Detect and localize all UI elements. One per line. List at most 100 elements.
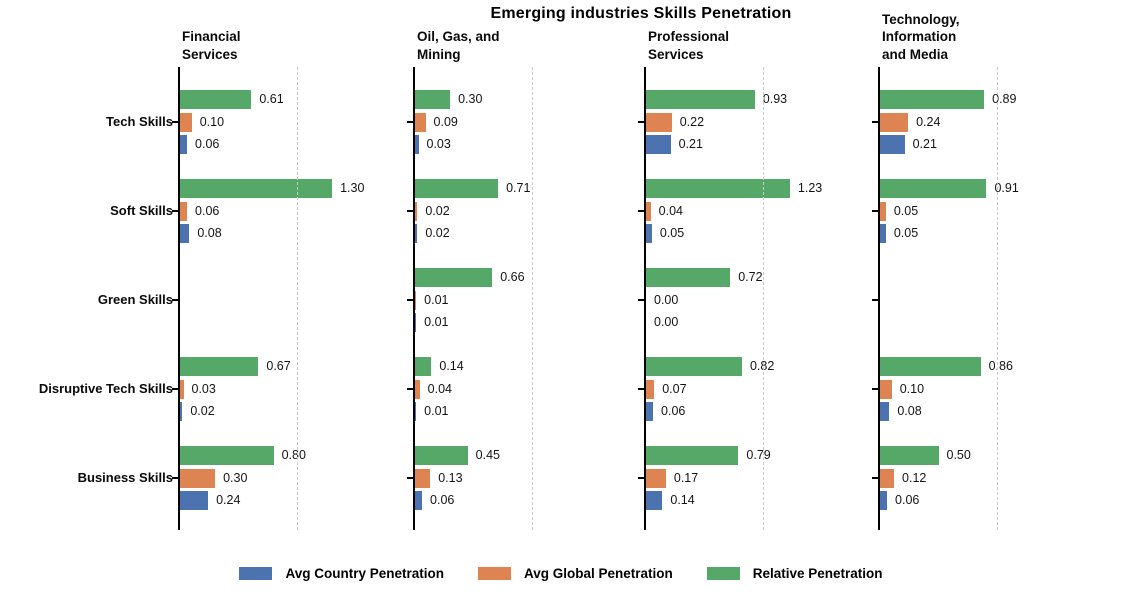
axis-tick-mark: [172, 299, 180, 301]
bar-value-label: 0.06: [195, 203, 220, 218]
bar-global-penetration: [415, 112, 426, 132]
bar-country-penetration: [180, 135, 188, 154]
axis-tick-mark: [872, 121, 880, 123]
bar-value-label: 0.67: [266, 359, 291, 373]
bar-global-penetration: [415, 468, 431, 488]
bar-global-penetration: [880, 112, 909, 132]
legend-item: Avg Country Penetration: [239, 566, 444, 581]
bar-value-label: 0.30: [458, 92, 483, 106]
bar-value-label: 0.06: [895, 493, 920, 507]
panel-header-line: Services: [648, 46, 704, 62]
bar-relative-penetration: [880, 357, 981, 376]
bar-value-label: 0.21: [678, 137, 703, 151]
category-label: Green Skills: [97, 292, 173, 307]
axis-tick-mark: [407, 299, 415, 301]
gridline-x-1: [297, 67, 298, 530]
bar-value-label: 0.02: [425, 203, 450, 218]
bar-global-penetration: [646, 468, 666, 488]
category-label: Disruptive Tech Skills: [38, 381, 173, 396]
bar-country-penetration: [646, 135, 671, 154]
bar-relative-penetration: [415, 268, 493, 287]
bar-value-label: 0.24: [216, 493, 241, 507]
legend: Avg Country Penetration Avg Global Penetr…: [0, 566, 1122, 581]
bar-value-label: 0.13: [438, 470, 463, 485]
bar-global-penetration: [180, 379, 184, 399]
bar-relative-penetration: [180, 179, 333, 198]
bar-relative-penetration: [646, 90, 755, 109]
bar-country-penetration: [880, 135, 905, 154]
axis-tick-mark: [172, 477, 180, 479]
legend-swatch: [477, 567, 511, 580]
axis-tick-mark: [638, 210, 646, 212]
bar-value-label: 0.91: [994, 181, 1019, 195]
bar-value-label: 0.17: [673, 470, 699, 485]
axis-tick-mark: [872, 388, 880, 390]
bar-country-penetration: [180, 491, 209, 510]
bar-value-label: 0.09: [433, 114, 458, 129]
bar-global-penetration: [180, 468, 216, 488]
category-label: Soft Skills: [110, 203, 173, 218]
bar-value-label: 0.02: [425, 226, 450, 240]
axis-tick-mark: [172, 388, 180, 390]
bar-value-label: 0.86: [988, 359, 1013, 373]
bar-relative-penetration: [646, 268, 731, 287]
bar-country-penetration: [415, 135, 419, 154]
bar-country-penetration: [646, 224, 652, 243]
bar-value-label: 0.08: [897, 404, 922, 418]
bar-global-penetration: [880, 379, 892, 399]
bar-value-label: 0.45: [475, 448, 500, 462]
bar-country-penetration: [415, 402, 417, 421]
bar-value-label: 0.22: [679, 114, 705, 129]
bar-value-label: 0.00: [654, 315, 679, 329]
panel-header-line: Technology,: [882, 11, 960, 27]
bar-global-penetration: [180, 201, 188, 221]
legend-label: Avg Global Penetration: [523, 566, 673, 581]
y-axis-spine: [413, 67, 415, 530]
y-axis-spine: [644, 67, 646, 530]
gridline-x-1: [763, 67, 764, 530]
axis-tick-mark: [638, 121, 646, 123]
y-axis-spine: [178, 67, 180, 530]
bar-country-penetration: [880, 224, 886, 243]
panel-header: Oil, Gas, and Mining: [417, 0, 500, 63]
bar-value-label: 0.71: [506, 181, 531, 195]
axis-tick-mark: [638, 477, 646, 479]
bar-value-label: 0.00: [654, 292, 679, 307]
bar-global-penetration: [646, 201, 651, 221]
bar-value-label: 0.05: [659, 226, 685, 240]
axis-tick-mark: [638, 299, 646, 301]
axis-tick-mark: [872, 477, 880, 479]
panel-header: Professional Services: [648, 0, 729, 63]
bar-value-label: 0.14: [439, 359, 464, 373]
bar-country-penetration: [415, 224, 418, 243]
legend-item: Relative Penetration: [706, 566, 883, 581]
bar-value-label: 0.50: [946, 448, 971, 462]
bar-value-label: 0.06: [195, 137, 220, 151]
bar-value-label: 0.02: [190, 404, 215, 418]
bar-value-label: 1.30: [340, 181, 365, 195]
bar-relative-penetration: [880, 90, 985, 109]
legend-swatch: [239, 567, 273, 580]
bar-value-label: 0.01: [424, 292, 449, 307]
bar-value-label: 0.10: [199, 114, 225, 129]
bar-global-penetration: [415, 290, 417, 310]
bar-value-label: 0.07: [662, 381, 687, 396]
bar-value-label: 0.21: [912, 137, 937, 151]
y-axis-spine: [878, 67, 880, 530]
bar-value-label: 0.24: [916, 114, 941, 129]
bar-value-label: 0.89: [992, 92, 1017, 106]
bar-value-label: 0.61: [259, 92, 284, 106]
axis-tick-mark: [872, 299, 880, 301]
bar-country-penetration: [880, 402, 890, 421]
panel-header-line: Services: [182, 46, 238, 62]
bar-relative-penetration: [415, 179, 499, 198]
bar-relative-penetration: [646, 446, 739, 465]
gridline-x-1: [532, 67, 533, 530]
legend-item: Avg Global Penetration: [477, 566, 673, 581]
bar-value-label: 0.82: [749, 359, 775, 373]
bar-value-label: 0.66: [500, 270, 525, 284]
bar-global-penetration: [646, 379, 655, 399]
panel-header-line: Mining: [417, 46, 461, 62]
gridline-x-1: [997, 67, 998, 530]
bar-value-label: 0.01: [424, 404, 449, 418]
